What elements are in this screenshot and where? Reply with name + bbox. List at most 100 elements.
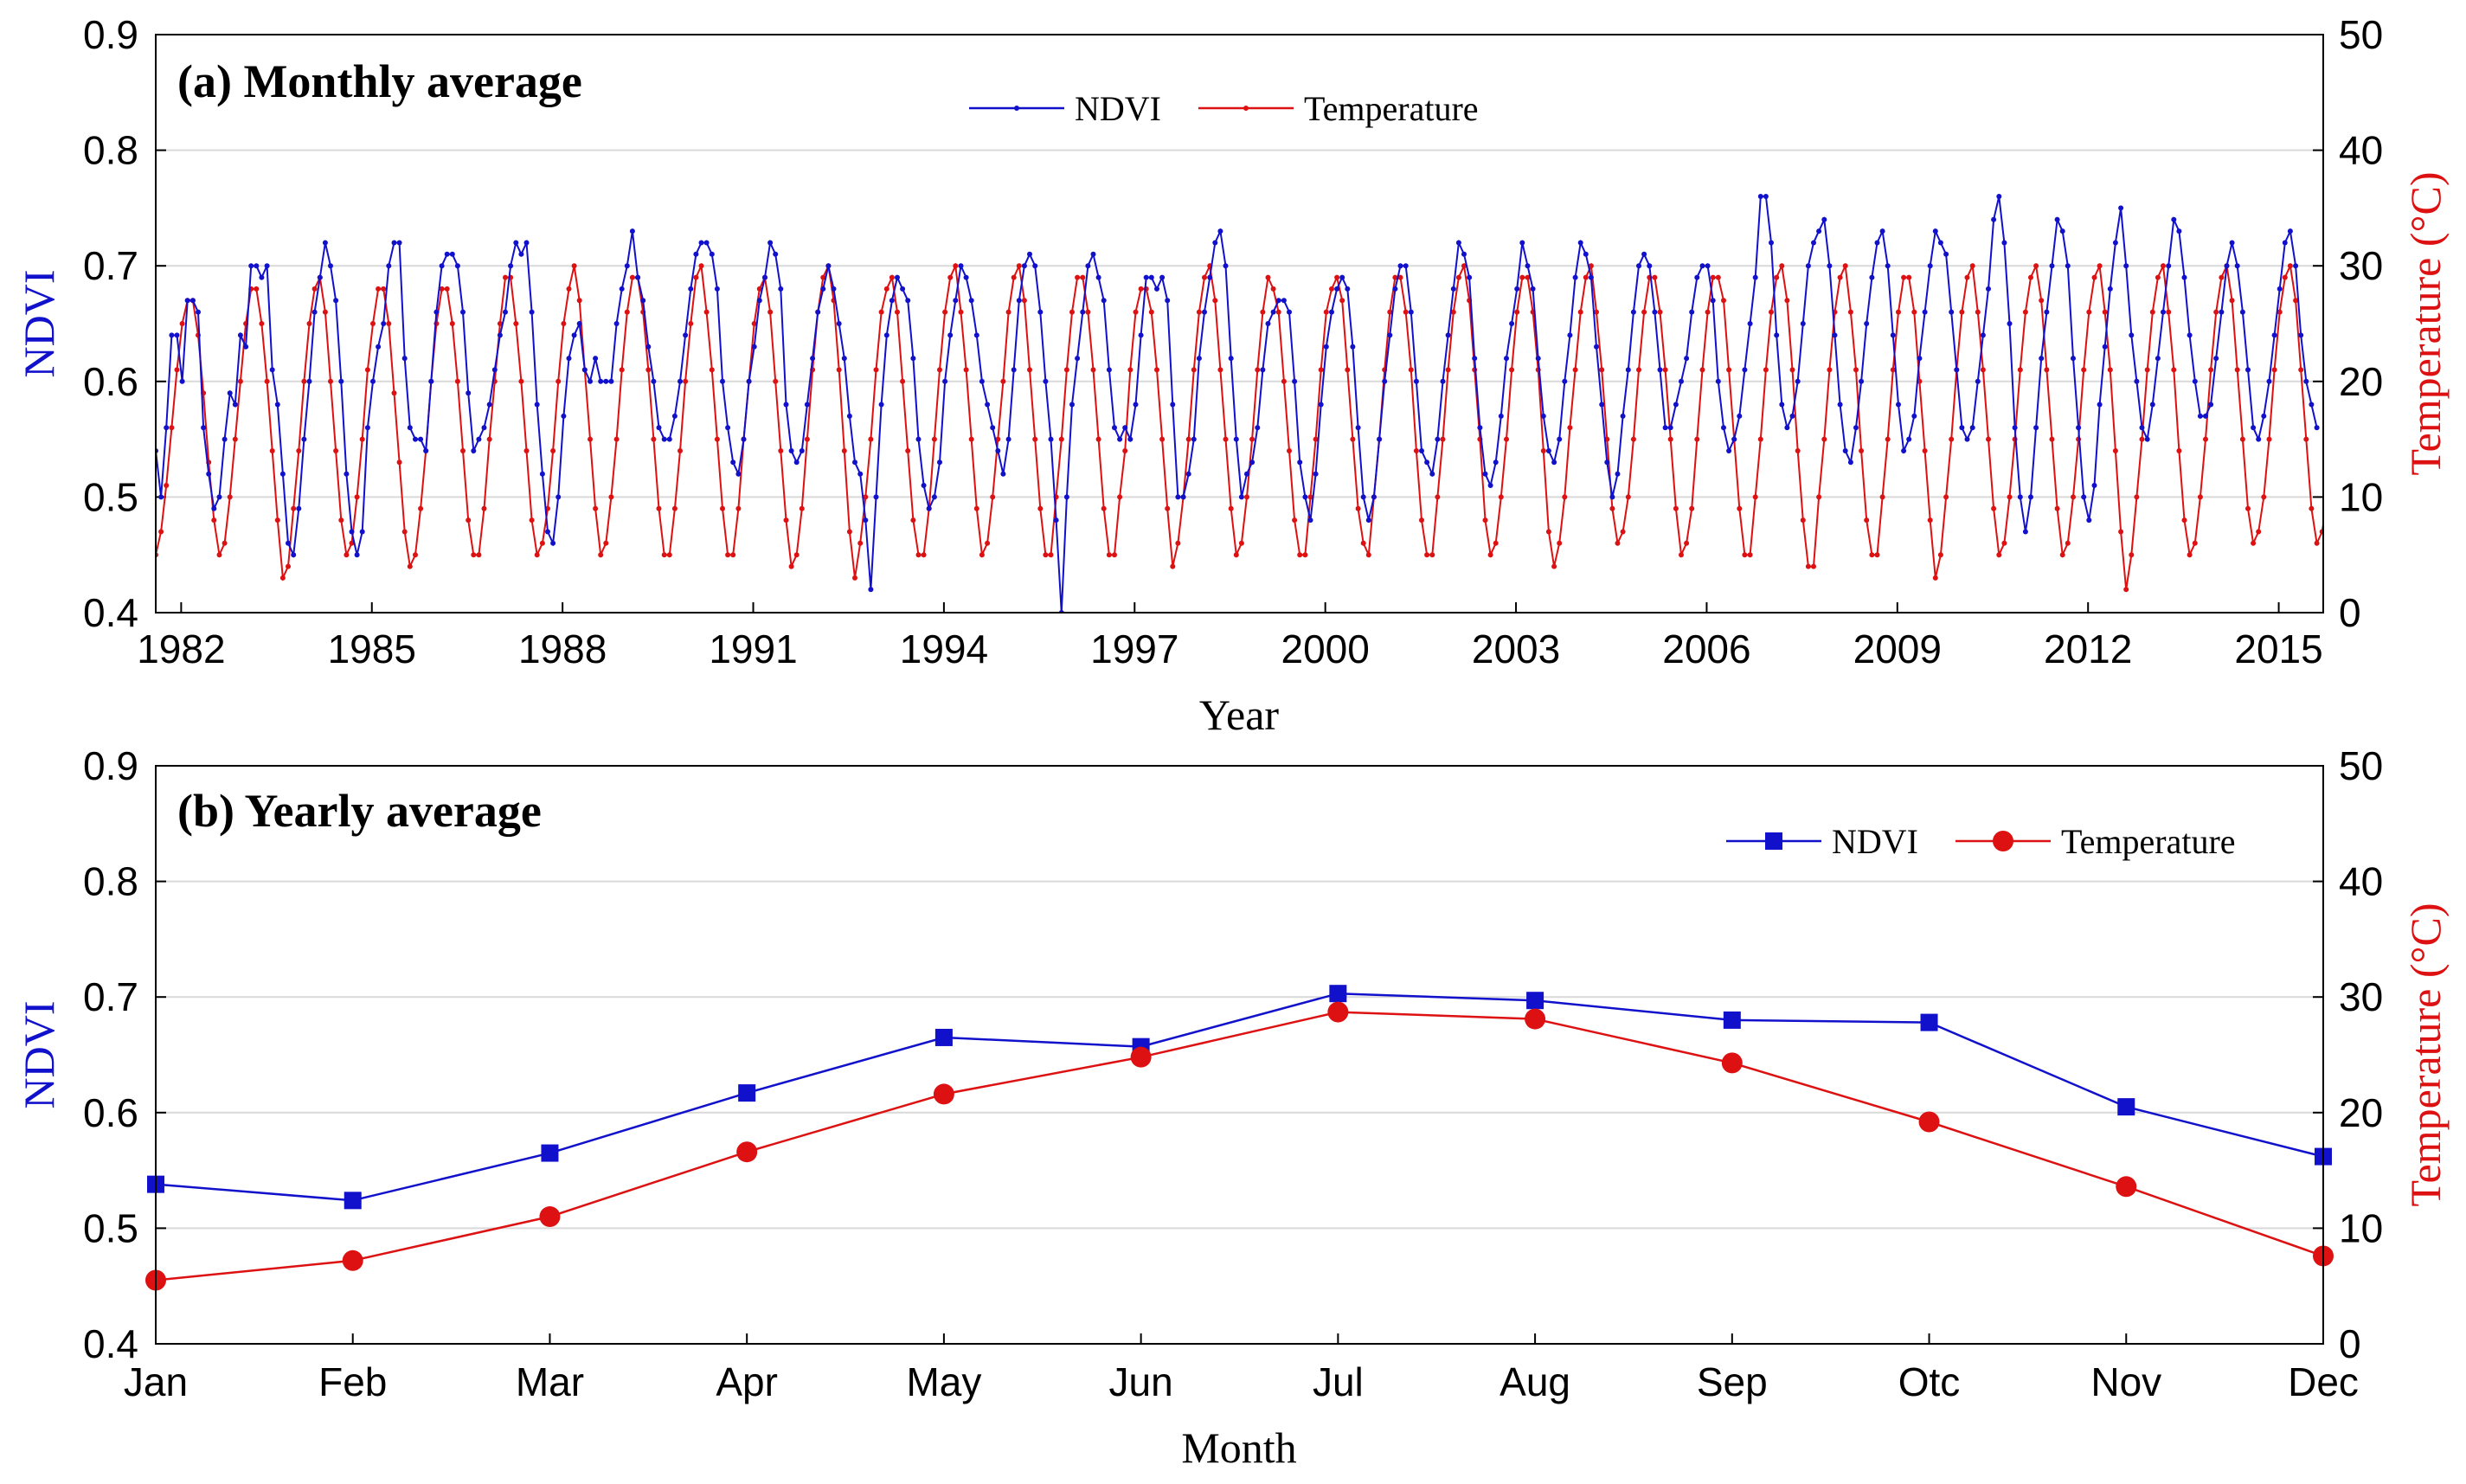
ndvi-point: [1217, 228, 1223, 234]
temperature-point: [2367, 437, 2373, 442]
ndvi-point: [1455, 240, 1461, 246]
temperature-point: [703, 309, 710, 315]
ndvi-point: [953, 298, 959, 304]
ndvi-point: [1090, 251, 1096, 257]
temperature-point: [820, 274, 826, 280]
ndvi-point: [1752, 274, 1758, 280]
temperature-point: [793, 552, 800, 558]
ndvi-point: [486, 402, 492, 408]
temperature-point: [1864, 517, 1870, 524]
temperature-point: [1318, 367, 1324, 373]
ndvi-point: [1996, 194, 2002, 199]
temperature-point: [1133, 309, 1139, 315]
temperature-point: [645, 367, 652, 373]
x-tick-label: Nov: [2090, 1359, 2161, 1404]
panel-b-ticks: 0.4 0.5 0.6 0.7 0.8 0.9 0 10 20 30 40 50 Jan Feb Mar Ap…: [83, 743, 2383, 1404]
temperature-point: [328, 378, 333, 384]
ndvi-point: [248, 263, 254, 269]
temperature-point: [1774, 274, 1780, 280]
ndvi-point: [1630, 309, 1636, 315]
ndvi-point: [439, 263, 445, 269]
ndvi-point: [1095, 274, 1101, 280]
temperature-point: [883, 286, 889, 292]
ndvi-point: [883, 332, 889, 338]
ndvi-point: [688, 286, 694, 292]
ndvi-point: [2261, 413, 2267, 419]
ndvi-point: [1069, 402, 1075, 408]
ndvi-point: [545, 529, 550, 535]
ndvi-point: [656, 425, 662, 431]
temperature-point: [2091, 274, 2097, 280]
temperature-point: [1217, 367, 1223, 373]
temperature-point: [2213, 309, 2219, 315]
temperature-point: [1445, 367, 1451, 373]
ndvi-point: [905, 298, 911, 304]
ndvi-point: [2309, 402, 2315, 408]
temperature-point: [444, 286, 450, 292]
temperature-point: [296, 448, 302, 453]
temperature-point: [1567, 425, 1573, 431]
ndvi-point: [1986, 286, 1991, 292]
ndvi-point: [1085, 263, 1091, 269]
ndvi-point: [1920, 1013, 1938, 1031]
temperature-point: [1986, 436, 1991, 442]
ndvi-point: [534, 402, 540, 408]
temperature-point: [1943, 494, 1949, 500]
temperature-point: [1545, 529, 1551, 535]
legend-temperature-label: Temperature: [2061, 822, 2236, 861]
temperature-point: [1509, 367, 1515, 373]
temperature-point: [1747, 552, 1753, 558]
panel-a-y2-axis-label: Temperature (°C): [2401, 171, 2450, 475]
ndvi-point: [1027, 251, 1032, 257]
temperature-point: [1980, 367, 1986, 373]
ndvi-point: [2001, 240, 2007, 246]
ndvi-point: [503, 309, 508, 315]
ndvi-point: [201, 425, 207, 431]
ndvi-point: [1937, 240, 1943, 246]
ndvi-point: [1731, 436, 1737, 442]
series-clip-group: [156, 194, 2373, 613]
temperature-point: [539, 1206, 561, 1228]
ndvi-point: [1964, 436, 1970, 442]
temperature-point: [804, 436, 810, 442]
temperature-point: [2044, 367, 2050, 373]
temperature-point: [1419, 517, 1424, 524]
temperature-point: [1450, 309, 1456, 315]
ndvi-point: [619, 286, 625, 292]
ndvi-point: [1307, 517, 1313, 524]
temperature-point: [2123, 587, 2129, 593]
ndvi-point: [2117, 1098, 2135, 1116]
ndvi-point: [211, 505, 217, 511]
temperature-point: [942, 309, 948, 315]
temperature-point: [598, 552, 604, 558]
ndvi-point: [227, 390, 233, 396]
temperature-point: [1572, 367, 1578, 373]
temperature-point: [1583, 274, 1589, 280]
ndvi-point: [2139, 425, 2145, 431]
y-tick-label: 0.9: [83, 743, 138, 788]
temperature-point: [1424, 552, 1430, 558]
ndvi-point: [1101, 298, 1107, 304]
temperature-point: [571, 263, 577, 269]
ndvi-point: [164, 425, 170, 431]
temperature-point: [720, 505, 725, 511]
ndvi-point: [269, 367, 275, 373]
panel-b-y-axis-label: NDVI: [15, 1001, 63, 1109]
ndvi-point: [2245, 367, 2251, 373]
temperature-point: [937, 367, 942, 373]
temperature-point: [1339, 298, 1345, 304]
temperature-point: [666, 552, 672, 558]
x-tick-label: 2009: [1853, 626, 1942, 671]
temperature-point: [2266, 436, 2272, 442]
ndvi-point: [1609, 494, 1615, 500]
ndvi-point: [836, 321, 842, 326]
temperature-point: [1154, 367, 1159, 373]
ndvi-point: [370, 378, 376, 384]
legend-ndvi-marker: [1014, 106, 1019, 111]
temperature-point: [1244, 494, 1249, 500]
ndvi-point: [1202, 309, 1207, 315]
temperature-point: [286, 563, 291, 569]
ndvi-point: [1577, 240, 1583, 246]
ndvi-point: [703, 240, 710, 246]
ndvi-point: [2192, 378, 2198, 384]
